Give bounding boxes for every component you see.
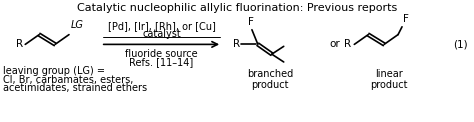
Text: or: or bbox=[329, 39, 340, 49]
Text: linear
product: linear product bbox=[370, 69, 408, 90]
Text: F: F bbox=[403, 14, 409, 24]
Text: F: F bbox=[248, 17, 254, 27]
Text: acetimidates, strained ethers: acetimidates, strained ethers bbox=[3, 83, 147, 93]
Text: leaving group (LG) =: leaving group (LG) = bbox=[3, 66, 105, 76]
Text: Catalytic nucleophilic allylic fluorination: Previous reports: Catalytic nucleophilic allylic fluorinat… bbox=[77, 3, 397, 13]
Text: (1): (1) bbox=[453, 39, 468, 49]
Text: [Pd], [Ir], [Rh], or [Cu]: [Pd], [Ir], [Rh], or [Cu] bbox=[108, 21, 215, 31]
Text: LG: LG bbox=[71, 20, 84, 30]
Text: fluoride source: fluoride source bbox=[125, 49, 198, 59]
Text: R: R bbox=[233, 39, 240, 49]
Text: R: R bbox=[16, 39, 23, 49]
Text: Refs. [11–14]: Refs. [11–14] bbox=[129, 57, 193, 67]
Text: branched
product: branched product bbox=[246, 69, 293, 90]
Text: catalyst: catalyst bbox=[142, 29, 181, 39]
Text: Cl, Br, carbamates, esters,: Cl, Br, carbamates, esters, bbox=[3, 75, 134, 85]
Text: R: R bbox=[344, 39, 351, 49]
